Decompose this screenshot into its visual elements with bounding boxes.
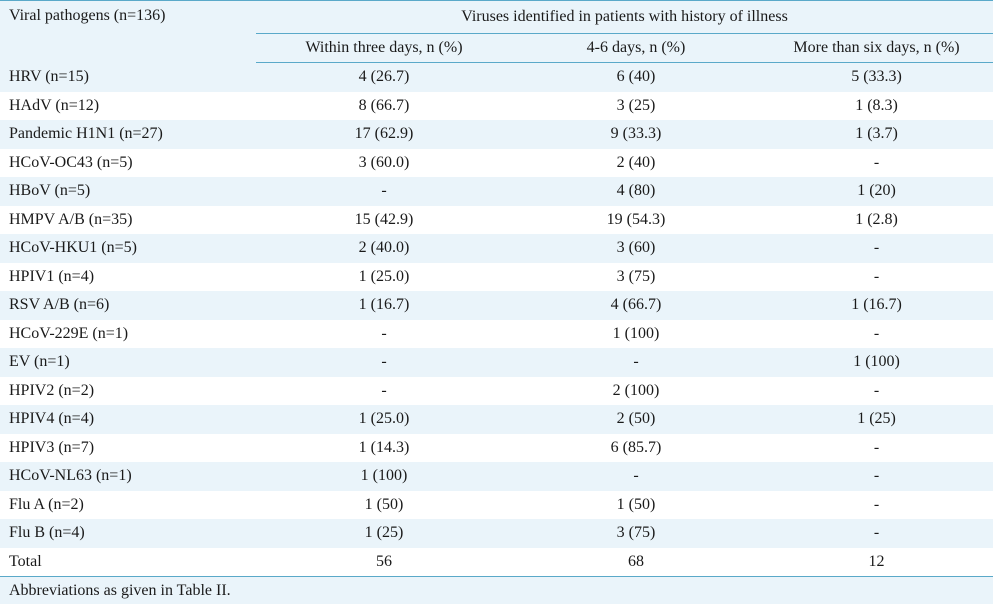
row-value-cell: 17 (62.9)	[256, 120, 512, 149]
row-value-cell: 1 (100)	[512, 320, 760, 349]
table-row: HAdV (n=12)8 (66.7)3 (25)1 (8.3)	[0, 92, 993, 121]
row-pathogen-name: HCoV-OC43 (n=5)	[0, 149, 256, 178]
row-pathogen-name: HBoV (n=5)	[0, 177, 256, 206]
row-value-cell: 19 (54.3)	[512, 206, 760, 235]
row-value-cell: 3 (60)	[512, 234, 760, 263]
row-value-cell: 1 (100)	[256, 462, 512, 491]
table-row: HBoV (n=5)-4 (80)1 (20)	[0, 177, 993, 206]
row-value-cell: 12	[760, 548, 993, 577]
table-row: EV (n=1)--1 (100)	[0, 348, 993, 377]
row-pathogen-name: HPIV3 (n=7)	[0, 434, 256, 463]
table-row: Flu A (n=2)1 (50)1 (50)-	[0, 491, 993, 520]
row-pathogen-name: HPIV2 (n=2)	[0, 377, 256, 406]
row-value-cell: 6 (85.7)	[512, 434, 760, 463]
table-row: RSV A/B (n=6)1 (16.7)4 (66.7)1 (16.7)	[0, 291, 993, 320]
row-pathogen-name: HMPV A/B (n=35)	[0, 206, 256, 235]
row-value-cell: 8 (66.7)	[256, 92, 512, 121]
row-value-cell: -	[760, 149, 993, 178]
row-pathogen-name: RSV A/B (n=6)	[0, 291, 256, 320]
table-row: HPIV1 (n=4)1 (25.0)3 (75)-	[0, 263, 993, 292]
row-value-cell: 1 (2.8)	[760, 206, 993, 235]
row-value-cell: 1 (3.7)	[760, 120, 993, 149]
row-value-cell: -	[256, 348, 512, 377]
row-pathogen-name: HCoV-229E (n=1)	[0, 320, 256, 349]
row-value-cell: -	[760, 519, 993, 548]
row-pathogen-name: Flu B (n=4)	[0, 519, 256, 548]
row-value-cell: -	[760, 377, 993, 406]
row-pathogen-name: HAdV (n=12)	[0, 92, 256, 121]
stub-header: Viral pathogens (n=136)	[0, 1, 256, 63]
row-pathogen-name: HCoV-HKU1 (n=5)	[0, 234, 256, 263]
row-pathogen-name: EV (n=1)	[0, 348, 256, 377]
row-value-cell: 4 (26.7)	[256, 63, 512, 92]
row-value-cell: 2 (40)	[512, 149, 760, 178]
group-header: Viruses identified in patients with hist…	[256, 1, 993, 34]
row-value-cell: 1 (14.3)	[256, 434, 512, 463]
column-header-more-than-six-days: More than six days, n (%)	[760, 34, 993, 63]
row-pathogen-name: HCoV-NL63 (n=1)	[0, 462, 256, 491]
table-row: HMPV A/B (n=35)15 (42.9)19 (54.3)1 (2.8)	[0, 206, 993, 235]
row-value-cell: 1 (16.7)	[760, 291, 993, 320]
row-value-cell: -	[256, 177, 512, 206]
column-header-4-6-days: 4-6 days, n (%)	[512, 34, 760, 63]
row-value-cell: 1 (25)	[760, 405, 993, 434]
table-row: HCoV-OC43 (n=5)3 (60.0)2 (40)-	[0, 149, 993, 178]
row-pathogen-name: Flu A (n=2)	[0, 491, 256, 520]
row-value-cell: 2 (40.0)	[256, 234, 512, 263]
row-value-cell: 3 (60.0)	[256, 149, 512, 178]
table-row: Pandemic H1N1 (n=27)17 (62.9)9 (33.3)1 (…	[0, 120, 993, 149]
row-value-cell: 3 (75)	[512, 519, 760, 548]
row-value-cell: 1 (25)	[256, 519, 512, 548]
row-value-cell: -	[256, 377, 512, 406]
row-value-cell: -	[256, 320, 512, 349]
table-row: HCoV-HKU1 (n=5)2 (40.0)3 (60)-	[0, 234, 993, 263]
table-row: HPIV3 (n=7)1 (14.3)6 (85.7)-	[0, 434, 993, 463]
row-value-cell: 1 (20)	[760, 177, 993, 206]
row-value-cell: 56	[256, 548, 512, 577]
table-row: HCoV-229E (n=1)-1 (100)-	[0, 320, 993, 349]
row-value-cell: 1 (100)	[760, 348, 993, 377]
row-pathogen-name: Total	[0, 548, 256, 577]
row-value-cell: 4 (80)	[512, 177, 760, 206]
row-value-cell: 3 (25)	[512, 92, 760, 121]
row-value-cell: -	[512, 462, 760, 491]
row-value-cell: 9 (33.3)	[512, 120, 760, 149]
row-value-cell: -	[760, 320, 993, 349]
row-value-cell: 68	[512, 548, 760, 577]
table-row: HCoV-NL63 (n=1)1 (100)--	[0, 462, 993, 491]
row-value-cell: -	[760, 491, 993, 520]
row-value-cell: 6 (40)	[512, 63, 760, 92]
row-pathogen-name: HRV (n=15)	[0, 63, 256, 92]
table-row: HRV (n=15)4 (26.7)6 (40)5 (33.3)	[0, 63, 993, 92]
table-footnote: Abbreviations as given in Table II.	[0, 577, 993, 604]
row-value-cell: -	[760, 234, 993, 263]
row-value-cell: 2 (50)	[512, 405, 760, 434]
row-value-cell: 1 (25.0)	[256, 263, 512, 292]
table-row: HPIV2 (n=2)-2 (100)-	[0, 377, 993, 406]
row-pathogen-name: Pandemic H1N1 (n=27)	[0, 120, 256, 149]
table-row: Flu B (n=4)1 (25)3 (75)-	[0, 519, 993, 548]
row-value-cell: -	[760, 263, 993, 292]
table-row: HPIV4 (n=4)1 (25.0)2 (50)1 (25)	[0, 405, 993, 434]
row-value-cell: 3 (75)	[512, 263, 760, 292]
row-value-cell: 5 (33.3)	[760, 63, 993, 92]
row-value-cell: 1 (50)	[512, 491, 760, 520]
row-pathogen-name: HPIV1 (n=4)	[0, 263, 256, 292]
row-value-cell: 1 (8.3)	[760, 92, 993, 121]
row-value-cell: 2 (100)	[512, 377, 760, 406]
row-value-cell: 15 (42.9)	[256, 206, 512, 235]
row-value-cell: 1 (16.7)	[256, 291, 512, 320]
row-value-cell: -	[760, 434, 993, 463]
table-body: HRV (n=15)4 (26.7)6 (40)5 (33.3)HAdV (n=…	[0, 63, 993, 577]
row-pathogen-name: HPIV4 (n=4)	[0, 405, 256, 434]
row-value-cell: 4 (66.7)	[512, 291, 760, 320]
column-header-within-three-days: Within three days, n (%)	[256, 34, 512, 63]
row-value-cell: 1 (50)	[256, 491, 512, 520]
row-value-cell: 1 (25.0)	[256, 405, 512, 434]
row-value-cell: -	[760, 462, 993, 491]
row-value-cell: -	[512, 348, 760, 377]
